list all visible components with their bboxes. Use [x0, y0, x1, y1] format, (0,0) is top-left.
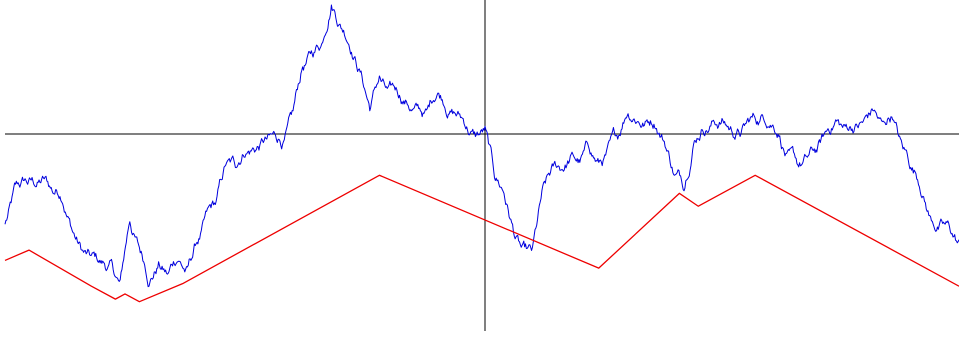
series-line-blue	[4, 4, 959, 288]
series-line-red	[4, 174, 959, 303]
series-layer	[4, 4, 959, 303]
